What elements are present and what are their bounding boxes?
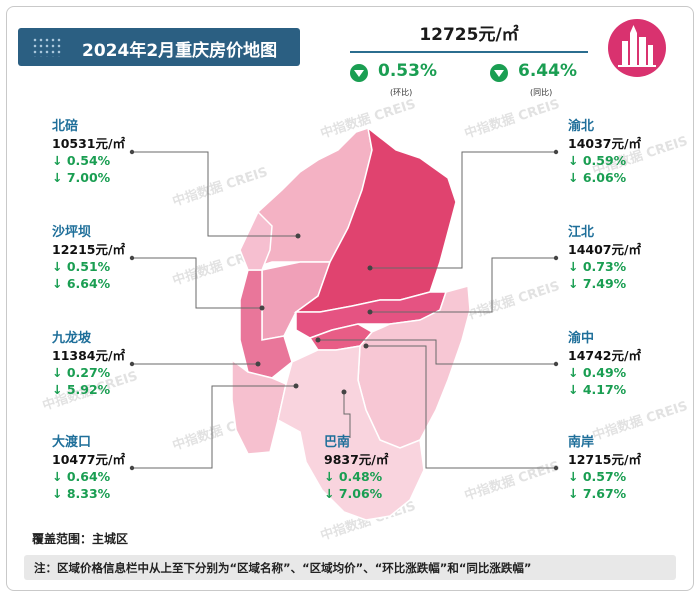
leader-line-yuzhong (318, 339, 556, 365)
district-mom: ↓ 0.49% (568, 365, 627, 380)
district-name: 巴南 (324, 435, 351, 450)
district-price: 14037元/㎡ (568, 136, 642, 151)
district-name: 大渡口 (52, 435, 92, 450)
district-yoy: ↓ 7.67% (568, 486, 627, 501)
district-yoy: ↓ 4.17% (568, 382, 627, 397)
leader-line-nanan (366, 345, 556, 469)
district-mom: ↓ 0.51% (52, 259, 111, 274)
district-mom: ↓ 0.73% (568, 259, 627, 274)
district-yoy: ↓ 8.33% (52, 486, 111, 501)
title-banner: 2024年2月重庆房价地图 (18, 28, 300, 66)
district-info-yubei: 渝北 14037元/㎡ ↓ 0.59% ↓ 6.06% (568, 118, 678, 186)
district-banan-shape (277, 345, 425, 521)
district-yoy: ↓ 7.00% (52, 170, 111, 185)
district-yoy: ↓ 5.92% (52, 382, 111, 397)
anchor-dot-yuzhong (315, 337, 321, 343)
down-arrow-icon (350, 64, 368, 82)
yoy-label: (同比) (530, 88, 553, 97)
chongqing-skyline-logo (608, 19, 666, 77)
anchor-dot-yuzhong (553, 361, 559, 367)
district-price: 9837元/㎡ (324, 452, 389, 467)
down-arrow-icon (490, 64, 508, 82)
district-west-fringe-shape (239, 210, 273, 271)
anchor-dot-dadukou (129, 465, 135, 471)
district-info-beibei: 北碚 10531元/㎡ ↓ 0.54% ↓ 7.00% (52, 118, 162, 186)
district-info-shapingba: 沙坪坝 12215元/㎡ ↓ 0.51% ↓ 6.64% (52, 224, 162, 292)
anchor-dot-beibei (129, 149, 135, 155)
district-price: 12215元/㎡ (52, 242, 126, 257)
district-info-dadukou: 大渡口 10477元/㎡ ↓ 0.64% ↓ 8.33% (52, 434, 162, 502)
district-name: 渝中 (568, 331, 595, 346)
anchor-dot-beibei (295, 233, 301, 239)
anchor-dot-yubei (553, 149, 559, 155)
page-title: 2024年2月重庆房价地图 (82, 41, 278, 61)
district-price: 14407元/㎡ (568, 242, 642, 257)
coverage-text: 覆盖范围：主城区 (32, 532, 129, 546)
district-mom: ↓ 0.54% (52, 153, 111, 168)
anchor-dot-shapingba (129, 255, 135, 261)
district-price: 12715元/㎡ (568, 452, 642, 467)
anchor-dot-nanan (363, 343, 369, 349)
district-yoy: ↓ 7.06% (324, 486, 383, 501)
district-price: 10531元/㎡ (52, 136, 126, 151)
district-price: 14742元/㎡ (568, 348, 642, 363)
district-info-jiulongpo: 九龙坡 11384元/㎡ ↓ 0.27% ↓ 5.92% (52, 330, 162, 398)
anchor-dot-yubei (367, 265, 373, 271)
district-name: 沙坪坝 (52, 225, 92, 240)
anchor-dot-banan (341, 389, 347, 395)
district-yoy: ↓ 7.49% (568, 276, 627, 291)
district-mom: ↓ 0.57% (568, 469, 627, 484)
city-average-price: 12725元/㎡ (419, 25, 519, 45)
district-info-yuzhong: 渝中 14742元/㎡ ↓ 0.49% ↓ 4.17% (568, 330, 678, 398)
district-name: 渝北 (568, 119, 595, 134)
leader-line-yubei (370, 151, 556, 269)
district-dadukou-shape (231, 358, 287, 455)
anchor-dot-jiulongpo (255, 361, 261, 367)
dot-grid-icon (32, 37, 62, 57)
anchor-dot-jiangbei (553, 255, 559, 261)
footnote-bar: 注：区域价格信息栏中从上至下分别为“区域名称”、“区域均价”、“环比涨跌幅”和“… (24, 555, 676, 580)
district-name: 北碚 (52, 119, 79, 134)
district-name: 南岸 (568, 435, 595, 450)
leader-line-beibei (132, 151, 298, 237)
mom-value: 0.53% (378, 61, 437, 81)
district-info-nanan: 南岸 12715元/㎡ ↓ 0.57% ↓ 7.67% (568, 434, 678, 502)
district-info-jiangbei: 江北 14407元/㎡ ↓ 0.73% ↓ 7.49% (568, 224, 678, 292)
mom-label: (环比) (390, 88, 413, 97)
anchor-dot-nanan (553, 465, 559, 471)
leader-line-dadukou (132, 385, 296, 469)
anchor-dot-shapingba (259, 305, 265, 311)
district-price: 10477元/㎡ (52, 452, 126, 467)
leader-line-banan (343, 392, 351, 438)
leader-line-jiangbei (370, 257, 556, 313)
anchor-dot-jiulongpo (129, 361, 135, 367)
district-jiulongpo-shape (239, 269, 293, 379)
district-price: 11384元/㎡ (52, 348, 126, 363)
district-name: 江北 (568, 225, 595, 240)
anchor-dot-dadukou (293, 383, 299, 389)
district-mom: ↓ 0.59% (568, 153, 627, 168)
footnote-text: 注：区域价格信息栏中从上至下分别为“区域名称”、“区域均价”、“环比涨跌幅”和“… (34, 561, 532, 575)
yoy-value: 6.44% (518, 61, 577, 81)
district-mom: ↓ 0.48% (324, 469, 383, 484)
divider (350, 51, 588, 53)
district-mom: ↓ 0.27% (52, 365, 111, 380)
leader-line-shapingba (132, 257, 262, 309)
district-yoy: ↓ 6.06% (568, 170, 627, 185)
district-name: 九龙坡 (52, 331, 92, 346)
district-yoy: ↓ 6.64% (52, 276, 111, 291)
district-info-banan: 巴南 9837元/㎡ ↓ 0.48% ↓ 7.06% (324, 434, 434, 502)
district-mom: ↓ 0.64% (52, 469, 111, 484)
anchor-dot-jiangbei (367, 309, 373, 315)
